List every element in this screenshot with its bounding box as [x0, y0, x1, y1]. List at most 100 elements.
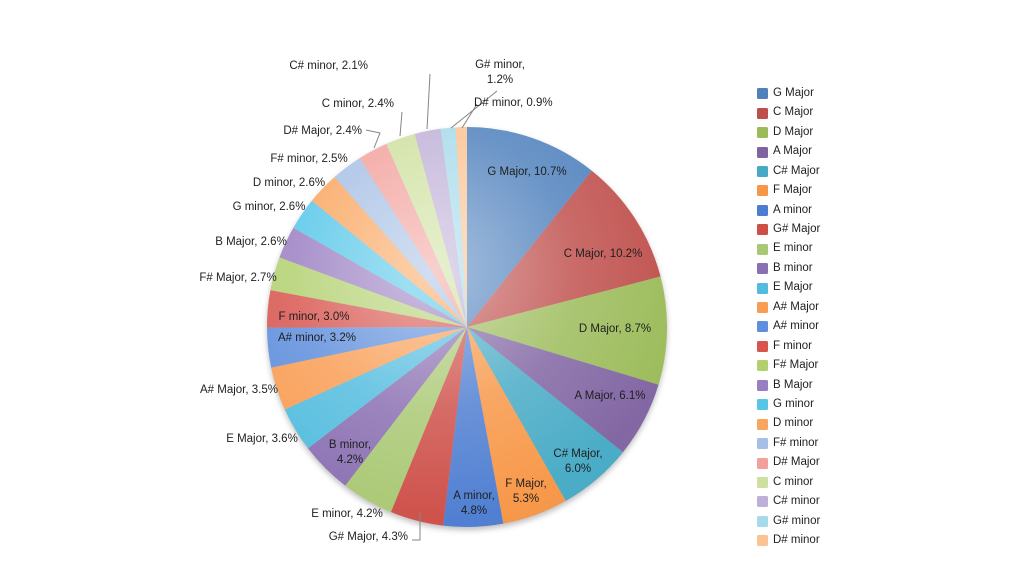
legend-item-g-major: G Major — [757, 84, 820, 103]
legend-label: F Major — [773, 184, 812, 197]
legend-swatch-icon — [757, 340, 768, 352]
legend-swatch-icon — [757, 146, 768, 158]
legend-swatch-icon — [757, 515, 768, 527]
legend-swatch-icon — [757, 127, 768, 139]
legend-swatch-icon — [757, 224, 768, 236]
legend-swatch-icon — [757, 476, 768, 488]
legend-item-csharp-minor: C# minor — [757, 492, 820, 511]
legend-label: G Major — [773, 86, 814, 99]
slice-label-asharp-minor: A# minor, 3.2% — [278, 332, 356, 344]
legend-swatch-icon — [757, 302, 768, 314]
legend-label: D# Major — [773, 456, 820, 469]
slice-label-d-major: D Major, 8.7% — [579, 323, 651, 335]
legend-swatch-icon — [757, 165, 768, 177]
legend-swatch-icon — [757, 321, 768, 333]
legend-item-c-major: C Major — [757, 103, 820, 122]
leader-line-c-minor — [399, 111, 403, 137]
legend-label: A# Major — [773, 300, 820, 313]
legend-label: A Major — [773, 145, 812, 158]
legend-swatch-icon — [757, 438, 768, 450]
legend-swatch-icon — [757, 379, 768, 391]
slice-label-e-major: E Major, 3.6% — [226, 433, 298, 445]
leader-line-dsharp-major — [365, 129, 381, 149]
legend-item-b-major: B Major — [757, 376, 820, 395]
legend-label: E minor — [773, 242, 813, 255]
legend-label: C# minor — [773, 495, 820, 508]
slice-label-c-minor: C minor, 2.4% — [322, 98, 394, 110]
pie-sheen-overlay — [267, 127, 667, 527]
legend-item-c-minor: C minor — [757, 473, 820, 492]
slice-label-dsharp-major: D# Major, 2.4% — [283, 125, 362, 137]
legend-swatch-icon — [757, 88, 768, 100]
slice-label-asharp-major: A# Major, 3.5% — [200, 384, 278, 396]
legend-label: D Major — [773, 125, 814, 138]
legend-swatch-icon — [757, 185, 768, 197]
chart-legend: G Major C Major D Major A Major C# Major F Ma… — [757, 84, 820, 551]
legend-label: B Major — [773, 378, 813, 391]
legend-label: C# Major — [773, 164, 820, 177]
legend-label: G minor — [773, 397, 814, 410]
legend-item-asharp-major: A# Major — [757, 298, 820, 317]
slice-label-g-minor: G minor, 2.6% — [233, 201, 306, 213]
legend-swatch-icon — [757, 360, 768, 372]
legend-item-f-major: F Major — [757, 181, 820, 200]
legend-label: C Major — [773, 106, 814, 119]
legend-label: F# minor — [773, 436, 819, 449]
legend-item-csharp-major: C# Major — [757, 162, 820, 181]
leader-line-dsharp-minor — [461, 103, 478, 129]
legend-swatch-icon — [757, 496, 768, 508]
slice-label-g-major: G Major, 10.7% — [487, 166, 566, 178]
slice-label-f-minor: F minor, 3.0% — [279, 311, 350, 323]
legend-swatch-icon — [757, 418, 768, 430]
legend-label: E Major — [773, 281, 813, 294]
slice-label-a-minor: A minor, 4.8% — [453, 490, 495, 517]
legend-item-gsharp-minor: G# minor — [757, 512, 820, 531]
slice-label-fsharp-major: F# Major, 2.7% — [199, 272, 276, 284]
legend-swatch-icon — [757, 263, 768, 275]
legend-item-fsharp-major: F# Major — [757, 356, 820, 375]
legend-item-gsharp-major: G# Major — [757, 220, 820, 239]
legend-item-e-major: E Major — [757, 278, 820, 297]
legend-item-b-minor: B minor — [757, 259, 820, 278]
slice-label-dsharp-minor: D# minor, 0.9% — [474, 97, 553, 109]
legend-label: G# Major — [773, 223, 821, 236]
legend-swatch-icon — [757, 457, 768, 469]
legend-label: F# Major — [773, 359, 819, 372]
slice-label-gsharp-minor: G# minor, 1.2% — [475, 59, 525, 86]
legend-label: G# minor — [773, 514, 821, 527]
legend-label: A minor — [773, 203, 812, 216]
legend-swatch-icon — [757, 399, 768, 411]
legend-item-a-minor: A minor — [757, 201, 820, 220]
legend-swatch-icon — [757, 107, 768, 119]
legend-swatch-icon — [757, 282, 768, 294]
slice-label-c-major: C Major, 10.2% — [564, 248, 643, 260]
legend-swatch-icon — [757, 243, 768, 255]
legend-item-dsharp-major: D# Major — [757, 453, 820, 472]
legend-item-d-major: D Major — [757, 123, 820, 142]
leader-line-csharp-minor — [426, 73, 431, 130]
slice-label-a-major: A Major, 6.1% — [575, 390, 646, 402]
slice-label-csharp-minor: C# minor, 2.1% — [289, 60, 368, 72]
slice-label-d-minor: D minor, 2.6% — [253, 177, 325, 189]
legend-item-a-major: A Major — [757, 142, 820, 161]
slice-label-csharp-major: C# Major, 6.0% — [553, 448, 602, 475]
slice-label-b-minor: B minor, 4.2% — [329, 439, 371, 466]
slice-label-fsharp-minor: F# minor, 2.5% — [270, 153, 347, 165]
legend-label: B minor — [773, 261, 813, 274]
leader-line-gsharp-major — [412, 512, 421, 541]
legend-item-fsharp-minor: F# minor — [757, 434, 820, 453]
legend-item-dsharp-minor: D# minor — [757, 531, 820, 550]
legend-item-d-minor: D minor — [757, 414, 820, 433]
slice-label-f-major: F Major, 5.3% — [505, 478, 547, 505]
slice-label-gsharp-major: G# Major, 4.3% — [329, 531, 408, 543]
legend-label: A# minor — [773, 320, 820, 333]
legend-swatch-icon — [757, 535, 768, 547]
legend-label: C minor — [773, 475, 814, 488]
legend-item-asharp-minor: A# minor — [757, 317, 820, 336]
legend-item-g-minor: G minor — [757, 395, 820, 414]
slice-label-e-minor: E minor, 4.2% — [311, 508, 383, 520]
legend-label: F minor — [773, 339, 812, 352]
slice-label-b-major: B Major, 2.6% — [215, 236, 287, 248]
